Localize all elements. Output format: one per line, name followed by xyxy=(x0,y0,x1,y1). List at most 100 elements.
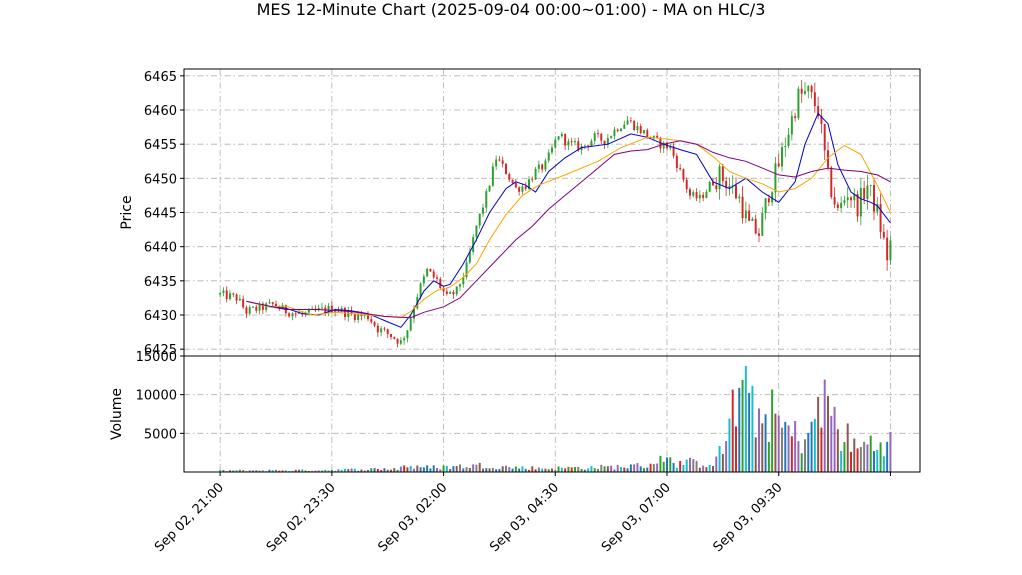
candle-body xyxy=(695,192,698,199)
x-tick-label: Sep 03, 09:30 xyxy=(711,480,786,555)
volume-bar xyxy=(774,413,777,472)
x-tick-label: Sep 03, 04:30 xyxy=(487,480,562,555)
volume-bar xyxy=(288,470,291,472)
volume-bar xyxy=(413,468,415,472)
volume-bar xyxy=(478,462,481,472)
volume-bar xyxy=(432,465,435,472)
candle-body xyxy=(583,145,586,147)
candle-body xyxy=(675,155,678,169)
candle-body xyxy=(258,303,261,311)
candle-body xyxy=(708,181,711,192)
volume-bar xyxy=(761,423,764,472)
candle-body xyxy=(330,305,333,313)
volume-bar xyxy=(656,463,659,472)
volume-bar xyxy=(222,470,225,472)
volume-bar xyxy=(544,468,547,472)
volume-bar xyxy=(633,464,636,472)
volume-bar xyxy=(557,466,560,472)
volume-bar xyxy=(347,469,350,472)
volume-bar xyxy=(652,464,655,472)
volume-bar xyxy=(610,465,613,472)
volume-bar xyxy=(623,467,626,472)
volume-bar xyxy=(363,470,366,472)
volume-bar xyxy=(728,418,731,472)
candle-body xyxy=(751,218,754,221)
volume-bar xyxy=(629,464,632,472)
volume-bar xyxy=(429,468,432,472)
candle-body xyxy=(426,268,429,277)
candle-body xyxy=(399,340,402,344)
candle-body xyxy=(380,328,383,333)
volume-bar xyxy=(708,464,711,472)
volume-bar xyxy=(794,421,797,472)
volume-bar xyxy=(465,467,468,472)
price-ytick-label: 6435 xyxy=(144,275,177,290)
volume-bar xyxy=(721,454,724,472)
vol-frame xyxy=(183,355,921,473)
candle-body xyxy=(518,187,521,192)
candle-body xyxy=(455,286,458,295)
volume-bar xyxy=(511,468,514,472)
candle-body xyxy=(784,146,787,148)
price-yticks: 6425 6430 6435 6440 6445 6450 6455 6460 6465 xyxy=(144,70,184,358)
volume-bar xyxy=(491,467,494,472)
candle-body xyxy=(682,169,685,180)
candle-body xyxy=(265,303,268,310)
candle-body xyxy=(498,159,501,161)
candle-body xyxy=(344,307,346,317)
volume-bar xyxy=(741,379,744,472)
candle-body xyxy=(222,290,225,294)
volume-bar xyxy=(459,464,461,472)
price-candles xyxy=(219,79,892,348)
candle-body xyxy=(758,233,760,236)
volume-bar xyxy=(797,441,800,472)
volume-bar xyxy=(560,467,563,472)
candle-body xyxy=(827,150,829,168)
volume-bar xyxy=(340,469,343,472)
volume-bar xyxy=(583,469,586,472)
candle-body xyxy=(528,179,530,189)
vol-bars xyxy=(219,365,892,472)
candle-body xyxy=(813,92,816,107)
chart-title: MES 12-Minute Chart (2025-09-04 00:00~01… xyxy=(256,0,766,19)
price-grid xyxy=(184,69,920,356)
volume-bar xyxy=(718,445,721,472)
candle-body xyxy=(229,293,231,299)
volume-bar xyxy=(626,468,629,472)
volume-bar xyxy=(449,468,452,472)
volume-bar xyxy=(853,438,856,472)
volume-bar xyxy=(836,429,839,472)
candle-body xyxy=(820,116,823,124)
candle-body xyxy=(429,268,432,272)
volume-bar xyxy=(416,465,419,472)
x-tick-label: Sep 03, 02:00 xyxy=(376,480,451,555)
candle-body xyxy=(735,185,737,199)
candle-body xyxy=(406,330,409,339)
candle-body xyxy=(652,135,655,139)
candle-body xyxy=(521,186,524,192)
volume-bar xyxy=(574,467,576,472)
candle-body xyxy=(869,184,872,186)
candle-body xyxy=(307,309,310,313)
volume-bar xyxy=(521,466,524,472)
volume-bar xyxy=(669,457,672,472)
volume-bar xyxy=(524,468,527,472)
volume-bar xyxy=(317,470,320,472)
candle-body xyxy=(761,213,764,236)
candle-body xyxy=(725,180,728,189)
volume-bar xyxy=(508,467,511,472)
candle-body xyxy=(560,133,563,137)
candle-body xyxy=(445,291,448,294)
candle-body xyxy=(508,174,511,180)
volume-bar xyxy=(488,468,491,472)
candle-body xyxy=(547,152,550,161)
candle-body xyxy=(692,192,695,196)
candle-body xyxy=(524,186,527,189)
ma-line-2 xyxy=(246,136,891,319)
candle-body xyxy=(298,313,300,314)
candle-body xyxy=(606,138,609,145)
candle-body xyxy=(505,163,507,175)
volume-bar xyxy=(758,408,760,472)
volume-bar xyxy=(587,468,590,472)
volume-bar xyxy=(833,406,836,472)
